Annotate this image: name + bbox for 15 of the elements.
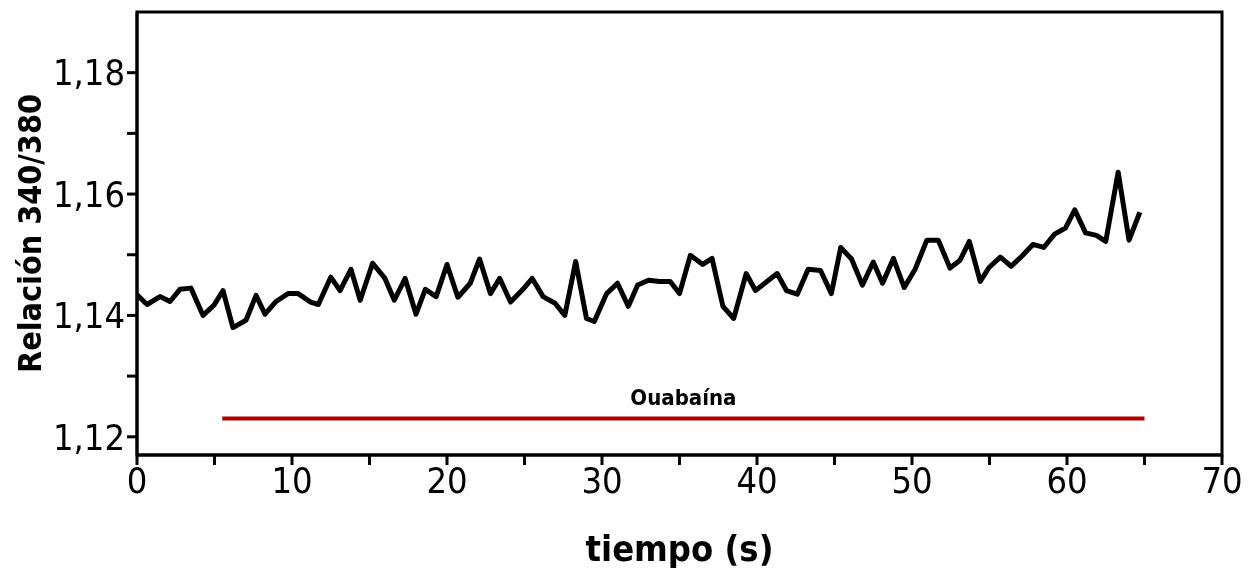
x-tick-label: 70 <box>1201 459 1243 501</box>
y-tick-label: 1,14 <box>52 295 125 337</box>
x-axis-title: tiempo (s) <box>585 528 774 569</box>
x-tick-label: 10 <box>271 459 313 501</box>
y-tick-label: 1,18 <box>52 52 125 94</box>
y-tick-label: 1,12 <box>52 416 125 458</box>
x-tick-label: 20 <box>426 459 468 501</box>
y-tick-label: 1,16 <box>52 173 125 215</box>
x-tick-label: 0 <box>126 459 148 501</box>
x-tick-label: 30 <box>581 459 623 501</box>
x-tick-label: 60 <box>1046 459 1088 501</box>
x-tick-label: 40 <box>736 459 778 501</box>
y-axis-title: Relación 340/380 <box>11 94 50 373</box>
x-tick-label: 50 <box>891 459 933 501</box>
annotation: Ouabaína <box>630 384 737 410</box>
